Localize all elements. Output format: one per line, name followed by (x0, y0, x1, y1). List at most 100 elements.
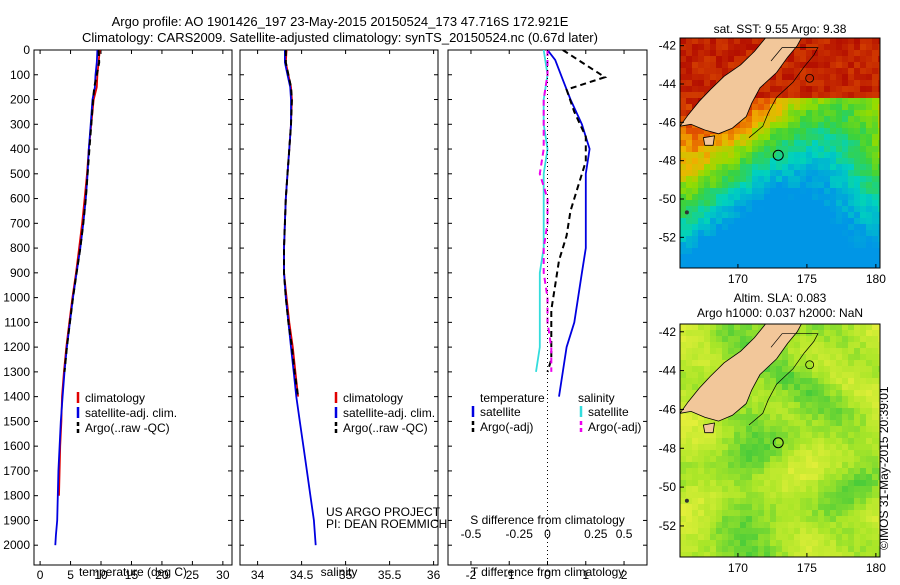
map-cell (776, 212, 783, 219)
map-cell (866, 336, 873, 343)
map-cell (770, 176, 777, 183)
map-cell (680, 182, 687, 189)
float-position-marker (772, 437, 784, 449)
map-cell (812, 450, 819, 457)
map-cell (788, 456, 795, 463)
map-cell (806, 74, 813, 81)
map-cell (794, 260, 801, 267)
map-cell (740, 140, 747, 147)
map-cell (704, 342, 711, 349)
map-cell (866, 188, 873, 195)
map-cell (854, 140, 861, 147)
map-cell (806, 420, 813, 427)
map-cell (710, 450, 717, 457)
map-cell (836, 170, 843, 177)
map-cell (728, 146, 735, 153)
map-cell (878, 68, 880, 75)
map-cell (842, 378, 849, 385)
map-cell (758, 492, 765, 499)
map-cell (872, 44, 879, 51)
map-cell (818, 110, 825, 117)
island-contour (805, 360, 815, 370)
map-cell (860, 80, 867, 87)
map-cell (770, 206, 777, 213)
map-cell (854, 158, 861, 165)
map-cell (836, 456, 843, 463)
map-cell (764, 140, 771, 147)
map-cell (716, 354, 723, 361)
map-cell (824, 128, 831, 135)
map-cell (752, 474, 759, 481)
map-cell (878, 86, 880, 93)
map-cell (734, 224, 741, 231)
map-cell (734, 176, 741, 183)
map-cell (800, 266, 807, 268)
map-cell (830, 200, 837, 207)
series-group (54, 50, 101, 546)
map-cell (692, 224, 699, 231)
map-cell (788, 450, 795, 457)
map-cell (848, 372, 855, 379)
map-cell (698, 230, 705, 237)
map-cell (710, 74, 717, 81)
map-cell (758, 242, 765, 249)
map-cell (806, 324, 813, 331)
map-cell (842, 230, 849, 237)
map-cell (698, 74, 705, 81)
map-title-line2: Argo h1000: 0.037 h2000: NaN (697, 306, 863, 320)
map-cell (860, 200, 867, 207)
map-cell (854, 450, 861, 457)
map-cell (710, 236, 717, 243)
map-cell (854, 516, 861, 523)
map-cell (710, 480, 717, 487)
map-cell (782, 62, 789, 69)
map-cell (848, 540, 855, 547)
map-cell (770, 384, 777, 391)
map-cell (848, 152, 855, 159)
map-cell (818, 218, 825, 225)
map-cell (854, 330, 861, 337)
map-cell (782, 366, 789, 373)
map-cell (842, 182, 849, 189)
map-cell (740, 182, 747, 189)
map-cell (878, 152, 880, 159)
map-cell (728, 236, 735, 243)
map-cell (728, 450, 735, 457)
map-cell (692, 324, 699, 331)
map-cell (854, 266, 861, 268)
map-cell (794, 92, 801, 99)
map-cell (776, 516, 783, 523)
map-cell (782, 134, 789, 141)
map-cell (830, 456, 837, 463)
map-cell (830, 426, 837, 433)
panel-salinity: 34 34.5 35 35.5 36salinityclimatologysatelli… (239, 49, 447, 582)
depth-tick-label: 1200 (3, 340, 30, 354)
map-cell (722, 522, 729, 529)
map-cell (740, 408, 747, 415)
map-cell (734, 480, 741, 487)
map-cell (698, 420, 705, 427)
map-cell (752, 504, 759, 511)
map-cell (776, 188, 783, 195)
map-cell (806, 164, 813, 171)
map-cell (818, 408, 825, 415)
map-cell (710, 534, 717, 541)
map-cell (824, 468, 831, 475)
map-cell (818, 474, 825, 481)
map-cell (794, 390, 801, 397)
map-cell (818, 354, 825, 361)
map-cell (788, 432, 795, 439)
lat-tick-label: -48 (659, 441, 677, 455)
map-cell (812, 504, 819, 511)
map-cell (848, 188, 855, 195)
map-cell (866, 378, 873, 385)
map-cell (860, 450, 867, 457)
map-cell (812, 68, 819, 75)
map-cell (698, 170, 705, 177)
map-cell (758, 420, 765, 427)
map-cell (764, 236, 771, 243)
map-cell (776, 134, 783, 141)
map-cell (878, 354, 880, 361)
